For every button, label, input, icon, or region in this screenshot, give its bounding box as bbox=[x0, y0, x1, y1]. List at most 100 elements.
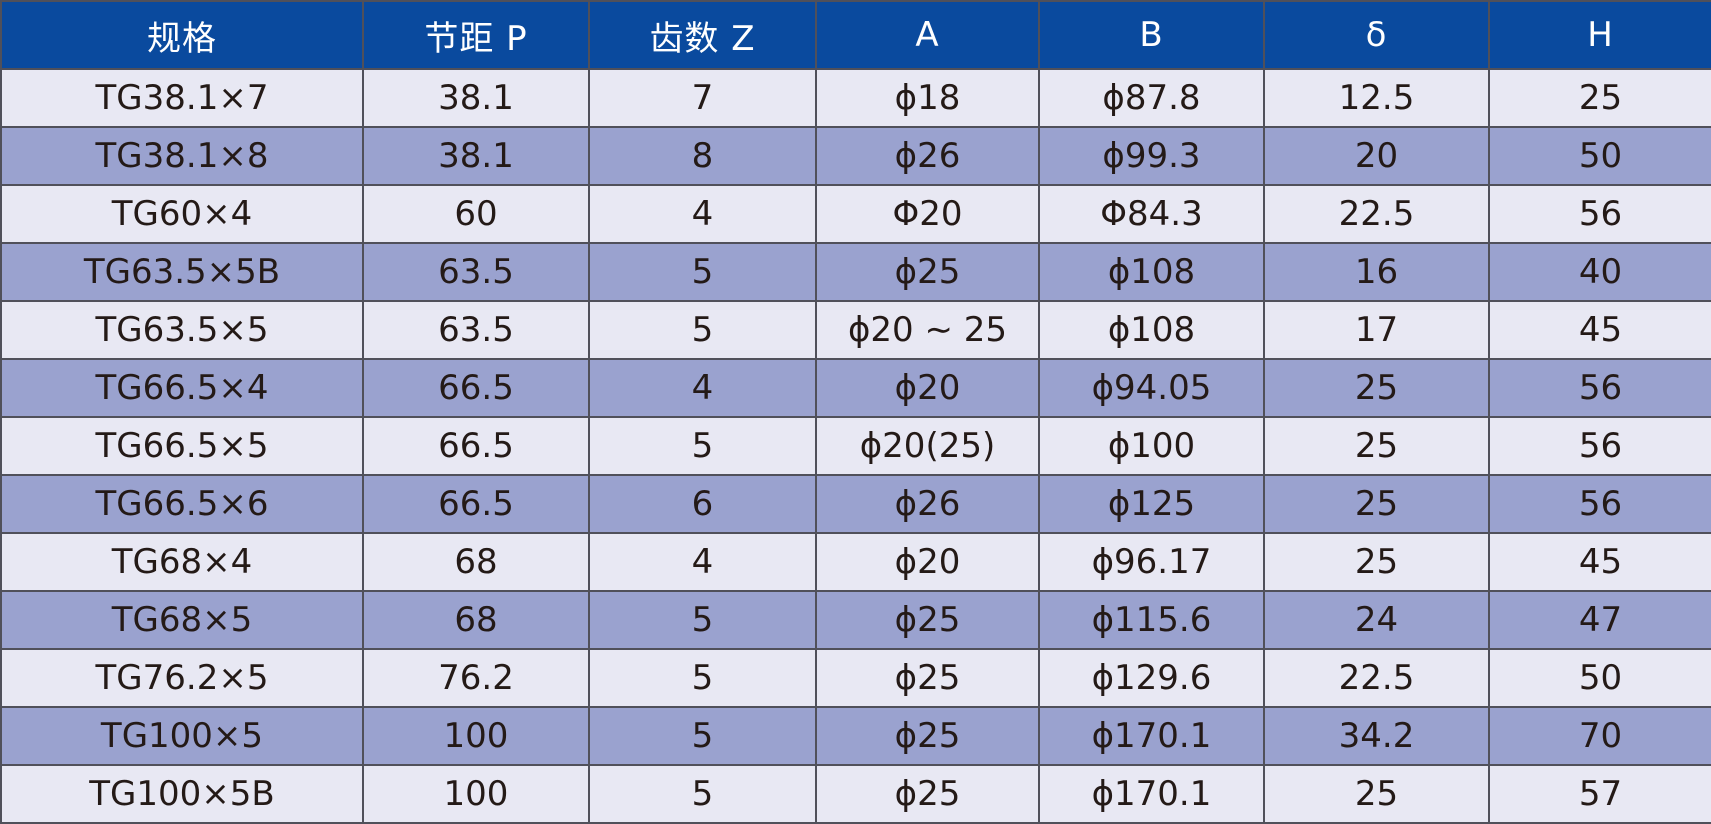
cell-delta: 16 bbox=[1263, 242, 1490, 302]
cell-spec: TG100×5 bbox=[0, 706, 364, 766]
cell-spec: TG68×4 bbox=[0, 532, 364, 592]
cell-b: ϕ96.17 bbox=[1038, 532, 1265, 592]
cell-a: ϕ18 bbox=[815, 68, 1040, 128]
cell-a: ϕ20 bbox=[815, 358, 1040, 418]
cell-b: ϕ170.1 bbox=[1038, 764, 1265, 824]
cell-h: 56 bbox=[1488, 416, 1711, 476]
table-row: TG100×5B 100 5 ϕ25 ϕ170.1 25 57 bbox=[0, 764, 1711, 824]
cell-spec: TG66.5×6 bbox=[0, 474, 364, 534]
table-row: TG63.5×5 63.5 5 ϕ20 ∼ 25 ϕ108 17 45 bbox=[0, 300, 1711, 360]
cell-teeth-z: 4 bbox=[588, 184, 817, 244]
cell-spec: TG63.5×5B bbox=[0, 242, 364, 302]
cell-b: ϕ108 bbox=[1038, 300, 1265, 360]
cell-b: ϕ125 bbox=[1038, 474, 1265, 534]
cell-pitch-p: 63.5 bbox=[362, 300, 590, 360]
cell-h: 47 bbox=[1488, 590, 1711, 650]
table-row: TG66.5×6 66.5 6 ϕ26 ϕ125 25 56 bbox=[0, 474, 1711, 534]
cell-delta: 25 bbox=[1263, 532, 1490, 592]
cell-b: ϕ108 bbox=[1038, 242, 1265, 302]
cell-pitch-p: 100 bbox=[362, 706, 590, 766]
cell-teeth-z: 5 bbox=[588, 300, 817, 360]
cell-spec: TG63.5×5 bbox=[0, 300, 364, 360]
cell-a: ϕ20 ∼ 25 bbox=[815, 300, 1040, 360]
table-row: TG38.1×8 38.1 8 ϕ26 ϕ99.3 20 50 bbox=[0, 126, 1711, 186]
cell-spec: TG100×5B bbox=[0, 764, 364, 824]
table-row: TG66.5×4 66.5 4 ϕ20 ϕ94.05 25 56 bbox=[0, 358, 1711, 418]
cell-teeth-z: 5 bbox=[588, 590, 817, 650]
cell-h: 56 bbox=[1488, 358, 1711, 418]
cell-h: 45 bbox=[1488, 532, 1711, 592]
column-header-h: H bbox=[1488, 0, 1711, 70]
cell-pitch-p: 68 bbox=[362, 532, 590, 592]
cell-teeth-z: 7 bbox=[588, 68, 817, 128]
cell-h: 45 bbox=[1488, 300, 1711, 360]
column-header-delta: δ bbox=[1263, 0, 1490, 70]
cell-h: 57 bbox=[1488, 764, 1711, 824]
cell-delta: 22.5 bbox=[1263, 184, 1490, 244]
cell-spec: TG76.2×5 bbox=[0, 648, 364, 708]
cell-teeth-z: 4 bbox=[588, 358, 817, 418]
cell-a: ϕ25 bbox=[815, 590, 1040, 650]
cell-h: 56 bbox=[1488, 474, 1711, 534]
cell-delta: 20 bbox=[1263, 126, 1490, 186]
cell-b: ϕ129.6 bbox=[1038, 648, 1265, 708]
cell-pitch-p: 66.5 bbox=[362, 416, 590, 476]
cell-pitch-p: 38.1 bbox=[362, 68, 590, 128]
table-row: TG38.1×7 38.1 7 ϕ18 ϕ87.8 12.5 25 bbox=[0, 68, 1711, 128]
cell-b: ϕ94.05 bbox=[1038, 358, 1265, 418]
column-header-pitch-p: 节距 P bbox=[362, 0, 590, 70]
column-header-spec: 规格 bbox=[0, 0, 364, 70]
cell-teeth-z: 5 bbox=[588, 764, 817, 824]
cell-a: ϕ26 bbox=[815, 126, 1040, 186]
table-row: TG60×4 60 4 Φ20 Φ84.3 22.5 56 bbox=[0, 184, 1711, 244]
cell-h: 50 bbox=[1488, 126, 1711, 186]
cell-b: Φ84.3 bbox=[1038, 184, 1265, 244]
cell-teeth-z: 5 bbox=[588, 416, 817, 476]
cell-spec: TG38.1×7 bbox=[0, 68, 364, 128]
cell-spec: TG66.5×5 bbox=[0, 416, 364, 476]
cell-delta: 34.2 bbox=[1263, 706, 1490, 766]
cell-b: ϕ87.8 bbox=[1038, 68, 1265, 128]
cell-a: ϕ26 bbox=[815, 474, 1040, 534]
cell-delta: 25 bbox=[1263, 416, 1490, 476]
table-row: TG63.5×5B 63.5 5 ϕ25 ϕ108 16 40 bbox=[0, 242, 1711, 302]
cell-teeth-z: 5 bbox=[588, 706, 817, 766]
table-row: TG76.2×5 76.2 5 ϕ25 ϕ129.6 22.5 50 bbox=[0, 648, 1711, 708]
table-row: TG68×4 68 4 ϕ20 ϕ96.17 25 45 bbox=[0, 532, 1711, 592]
cell-b: ϕ170.1 bbox=[1038, 706, 1265, 766]
cell-delta: 25 bbox=[1263, 358, 1490, 418]
cell-a: ϕ25 bbox=[815, 706, 1040, 766]
cell-spec: TG66.5×4 bbox=[0, 358, 364, 418]
table-row: TG100×5 100 5 ϕ25 ϕ170.1 34.2 70 bbox=[0, 706, 1711, 766]
cell-a: ϕ25 bbox=[815, 648, 1040, 708]
cell-pitch-p: 100 bbox=[362, 764, 590, 824]
cell-pitch-p: 76.2 bbox=[362, 648, 590, 708]
cell-delta: 17 bbox=[1263, 300, 1490, 360]
cell-h: 25 bbox=[1488, 68, 1711, 128]
cell-h: 70 bbox=[1488, 706, 1711, 766]
cell-a: ϕ20(25) bbox=[815, 416, 1040, 476]
cell-teeth-z: 8 bbox=[588, 126, 817, 186]
cell-spec: TG38.1×8 bbox=[0, 126, 364, 186]
spec-table-body: TG38.1×7 38.1 7 ϕ18 ϕ87.8 12.5 25 TG38.1×8 38.1 8… bbox=[0, 68, 1711, 824]
cell-b: ϕ99.3 bbox=[1038, 126, 1265, 186]
table-row: TG68×5 68 5 ϕ25 ϕ115.6 24 47 bbox=[0, 590, 1711, 650]
cell-a: ϕ25 bbox=[815, 764, 1040, 824]
cell-pitch-p: 38.1 bbox=[362, 126, 590, 186]
cell-h: 40 bbox=[1488, 242, 1711, 302]
cell-delta: 12.5 bbox=[1263, 68, 1490, 128]
column-header-teeth-z: 齿数 Z bbox=[588, 0, 817, 70]
cell-teeth-z: 4 bbox=[588, 532, 817, 592]
cell-delta: 24 bbox=[1263, 590, 1490, 650]
cell-b: ϕ115.6 bbox=[1038, 590, 1265, 650]
cell-pitch-p: 68 bbox=[362, 590, 590, 650]
column-header-a: A bbox=[815, 0, 1040, 70]
cell-a: Φ20 bbox=[815, 184, 1040, 244]
cell-pitch-p: 60 bbox=[362, 184, 590, 244]
cell-delta: 25 bbox=[1263, 764, 1490, 824]
cell-pitch-p: 66.5 bbox=[362, 358, 590, 418]
cell-teeth-z: 5 bbox=[588, 242, 817, 302]
cell-delta: 25 bbox=[1263, 474, 1490, 534]
